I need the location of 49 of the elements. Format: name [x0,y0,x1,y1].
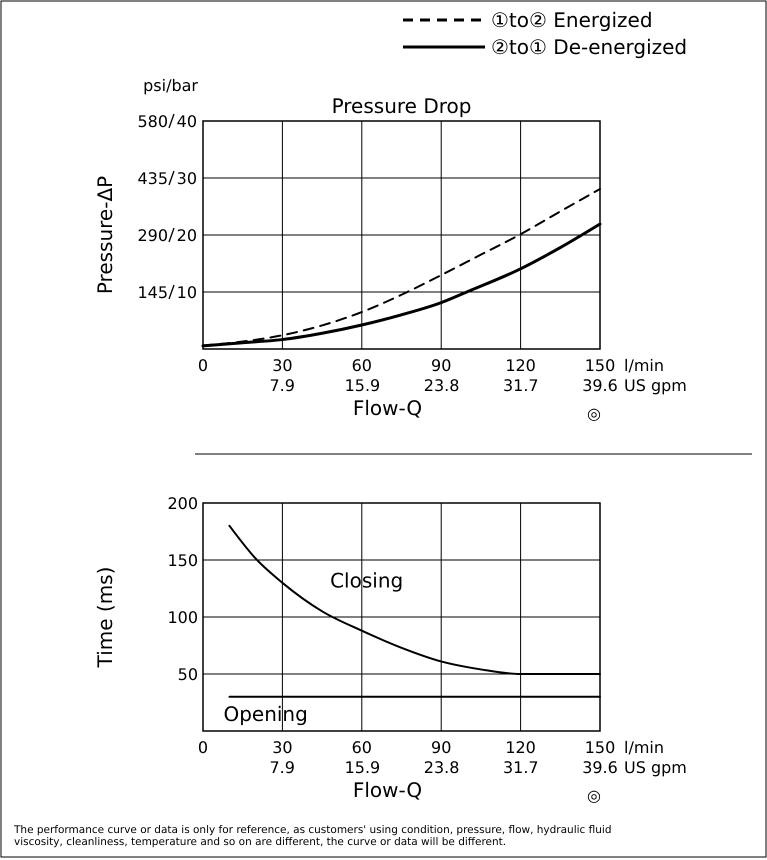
y2-tick-label: 10 [176,283,197,302]
x2-tick-label: 23.8 [424,376,460,395]
y-tick-label: 100 [167,608,198,627]
x-tick-label: 90 [431,738,452,757]
x-tick-label: 150 [584,738,616,757]
y-tick-label: 435 [137,169,168,188]
x-tick-label: 120 [505,356,536,375]
text: psi/bar [143,76,198,95]
x2-tick-label: 7.9 [269,758,295,777]
chart-title: Pressure Drop [332,94,472,118]
legend-label: ①to② Energized [491,8,653,32]
y-axis-title: Pressure-ΔP [93,176,117,294]
text: US gpm [624,758,687,777]
y-tick-label: 580 [137,112,168,131]
y-tick-label: 145 [137,283,168,302]
y-tick-label: 150 [167,551,198,570]
text: ◎ [587,404,601,423]
y2-tick-label: 40 [176,112,197,131]
text: l/min [624,738,664,757]
y-tick-label: 50 [178,665,198,684]
text: l/min [624,356,664,375]
x-tick-label: 60 [352,356,372,375]
x-tick-label: 30 [272,356,293,375]
x2-tick-label: 23.8 [424,758,460,777]
y-axis-title: Time (ms) [93,566,117,668]
legend-label: ②to① De-energized [491,35,688,59]
text: US gpm [624,376,687,395]
x-tick-label: 0 [198,356,208,375]
x2-tick-label: 31.7 [502,758,539,777]
x2-tick-label: 7.9 [269,376,295,395]
text: ◎ [587,786,601,805]
x-axis-title: Flow-Q [352,778,422,802]
x-tick-label: 0 [198,738,208,757]
y-tick-label: 200 [167,494,198,513]
text: The performance curve or data is only for reference, as customers' using condition, pressure, flow, hydraulic fluid viscosity, cleanliness, temperature and so on are different, the curve or data will be different. [13,824,612,848]
x-tick-label: 30 [272,738,293,757]
x-tick-label: 150 [584,356,616,375]
x-tick-label: 90 [431,356,452,375]
y2-tick-label: 20 [176,226,197,245]
x-tick-label: 120 [505,738,536,757]
x2-tick-label: 15.9 [344,376,380,395]
x-axis-title: Flow-Q [352,396,422,420]
y2-tick-label: 30 [176,169,197,188]
x-tick-label: 60 [352,738,372,757]
x2-tick-label: 31.7 [502,376,539,395]
x2-tick-label: 15.9 [344,758,380,777]
x2-tick-label: 39.6 [582,758,618,777]
y-tick-label: 290 [137,226,168,245]
x2-tick-label: 39.6 [582,376,618,395]
